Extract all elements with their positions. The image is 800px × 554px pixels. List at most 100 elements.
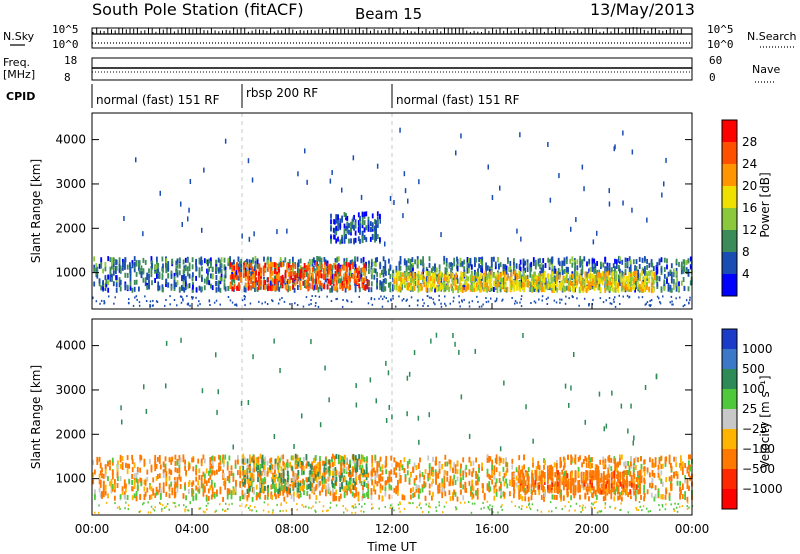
heatmap-cell: [219, 489, 222, 495]
heatmap-cell: [656, 295, 659, 298]
heatmap-cell: [534, 301, 537, 304]
heatmap-cell: [178, 286, 181, 292]
heatmap-cell: [135, 271, 138, 277]
heatmap-cell: [581, 164, 584, 170]
heatmap-cell: [342, 486, 345, 492]
heatmap-cell: [192, 466, 195, 472]
heatmap-cell: [241, 233, 243, 239]
heatmap-cell: [612, 278, 615, 284]
heatmap-cell: [575, 217, 577, 223]
heatmap-cell: [435, 273, 438, 279]
heatmap-cell: [165, 268, 168, 274]
heatmap-cell: [165, 471, 168, 477]
heatmap-cell: [162, 267, 164, 273]
heatmap-cell: [510, 284, 513, 290]
heatmap-cell: [470, 264, 473, 270]
heatmap-cell: [574, 287, 576, 293]
heatmap-cell: [359, 226, 361, 232]
heatmap-cell: [203, 258, 206, 264]
heatmap-cell: [605, 278, 607, 284]
heatmap-cell: [392, 294, 394, 297]
heatmap-cell: [669, 269, 672, 275]
heatmap-cell: [389, 281, 392, 287]
heatmap-cell: [374, 225, 376, 231]
heatmap-cell: [423, 278, 426, 284]
heatmap-cell: [506, 462, 509, 468]
heatmap-cell: [420, 271, 423, 277]
heatmap-cell: [183, 275, 186, 281]
heatmap-cell: [158, 482, 161, 488]
heatmap-cell: [350, 221, 352, 227]
heatmap-cell: [370, 489, 373, 495]
heatmap-cell: [660, 286, 663, 292]
heatmap-cell: [332, 219, 335, 225]
heatmap-cell: [149, 300, 152, 303]
heatmap-cell: [422, 267, 425, 273]
heatmap-cell: [188, 464, 191, 469]
heatmap-cell: [209, 457, 212, 462]
heatmap-cell: [111, 486, 114, 492]
heatmap-cell: [299, 284, 302, 290]
heatmap-cell: [600, 275, 602, 281]
heatmap-cell: [361, 220, 364, 226]
heatmap-cell: [421, 484, 424, 490]
heatmap-cell: [444, 461, 447, 467]
heatmap-cell: [639, 276, 641, 282]
heatmap-cell: [299, 272, 302, 278]
heatmap-cell: [381, 305, 384, 308]
heatmap-cell: [181, 222, 183, 227]
heatmap-cell: [150, 256, 153, 262]
heatmap-cell: [343, 276, 345, 282]
heatmap-cell: [591, 266, 594, 272]
heatmap-cell: [329, 270, 332, 276]
heatmap-cell: [404, 280, 406, 285]
heatmap-cell: [272, 300, 274, 303]
heatmap-cell: [635, 266, 638, 271]
heatmap-cell: [498, 486, 501, 492]
heatmap-cell: [374, 489, 377, 495]
heatmap-cell: [370, 258, 373, 264]
heatmap-cell: [656, 262, 659, 268]
heatmap-cell: [465, 472, 468, 478]
heatmap-cell: [667, 271, 670, 277]
heatmap-cell: [111, 460, 114, 466]
heatmap-cell: [452, 288, 454, 294]
heatmap-cell: [379, 488, 382, 494]
heatmap-cell: [485, 267, 487, 273]
heatmap-cell: [112, 267, 115, 273]
heatmap-cell: [502, 284, 505, 290]
heatmap-cell: [171, 490, 174, 496]
heatmap-cell: [232, 476, 235, 482]
heatmap-cell: [299, 269, 302, 275]
heatmap-cell: [353, 270, 356, 276]
heatmap-cell: [571, 296, 574, 299]
heatmap-cell: [650, 278, 653, 284]
heatmap-cell: [435, 456, 437, 462]
heatmap-cell: [358, 283, 361, 289]
heatmap-cell: [229, 283, 232, 289]
heatmap-cell: [344, 276, 347, 282]
heatmap-cell: [370, 495, 373, 501]
heatmap-cell: [458, 295, 460, 298]
heatmap-cell: [325, 491, 327, 497]
heatmap-cell: [526, 262, 529, 268]
heatmap-cell: [358, 287, 361, 293]
heatmap-cell: [296, 279, 299, 285]
heatmap-cell: [398, 286, 401, 292]
heatmap-cell: [486, 282, 488, 288]
heatmap-cell: [520, 277, 523, 283]
heatmap-cell: [491, 464, 493, 470]
heatmap-cell: [264, 266, 267, 272]
heatmap-cell: [672, 278, 675, 284]
heatmap-cell: [355, 480, 358, 485]
heatmap-cell: [354, 230, 357, 236]
heatmap-cell: [247, 487, 250, 493]
heatmap-cell: [548, 284, 551, 290]
heatmap-cell: [584, 485, 587, 491]
station-title: South Pole Station (fitACF): [92, 0, 304, 19]
heatmap-cell: [397, 490, 399, 496]
heatmap-cell: [226, 461, 229, 467]
heatmap-cell: [99, 482, 102, 488]
heatmap-cell: [595, 494, 598, 500]
heatmap-cell: [585, 486, 588, 492]
